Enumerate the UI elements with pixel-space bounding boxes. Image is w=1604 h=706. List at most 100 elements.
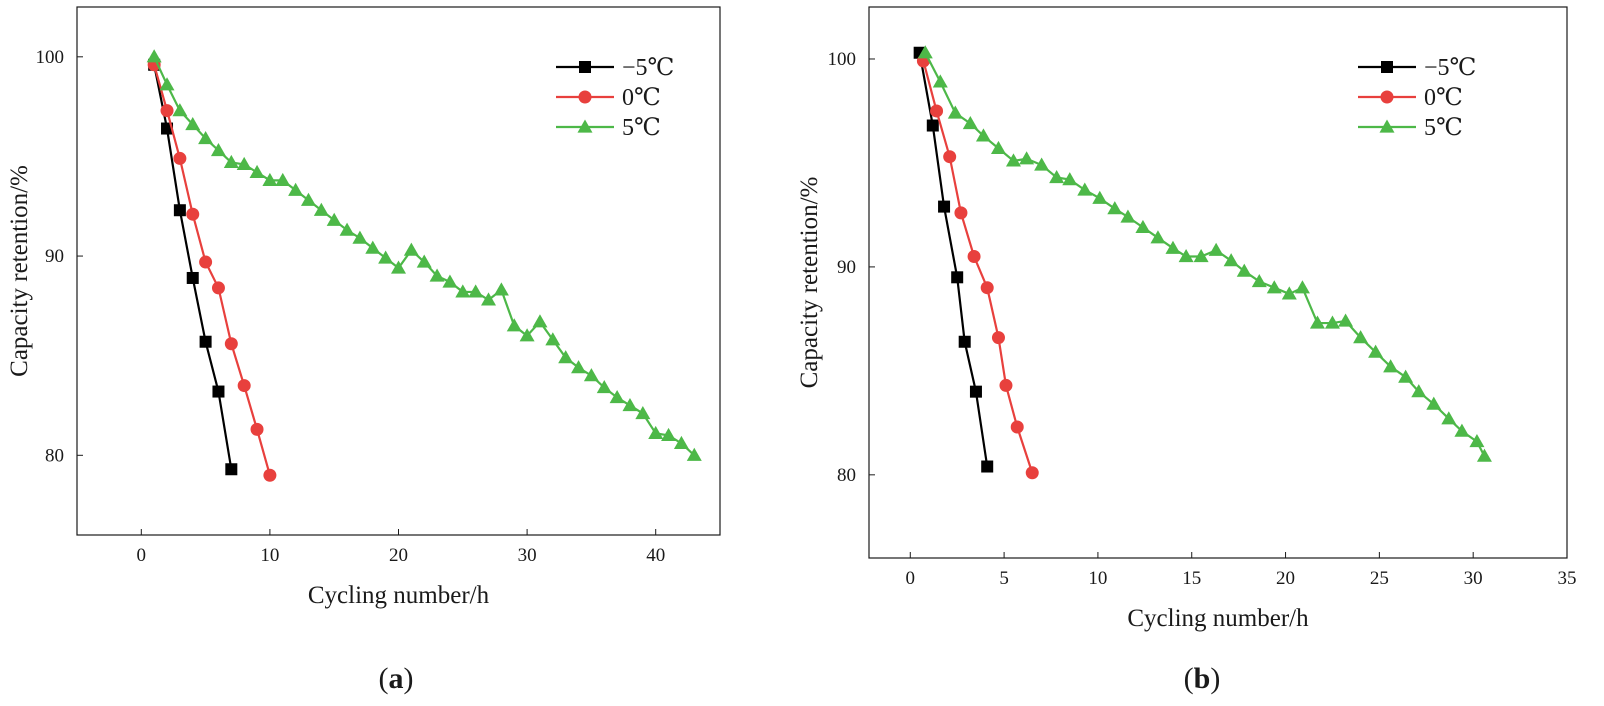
x-tick-label: 10 (260, 545, 279, 566)
data-point (1251, 273, 1267, 288)
data-point (391, 260, 406, 274)
data-point (198, 131, 214, 145)
data-point (1411, 384, 1427, 398)
data-point (236, 156, 252, 171)
data-point (352, 230, 368, 244)
series-line (153, 64, 271, 476)
data-point (225, 463, 238, 476)
data-point (969, 385, 982, 398)
data-point (185, 117, 201, 131)
data-point (493, 282, 509, 296)
data-point (954, 206, 968, 220)
data-point (609, 390, 625, 404)
data-point (1049, 169, 1065, 184)
panel-a: 0 10 20 30 40 80 90 100 Cycling number/h Capacity… (6, 6, 721, 695)
data-point (365, 240, 381, 254)
y-tick-label: 100 (828, 49, 857, 70)
data-point (429, 268, 445, 282)
data-point (416, 254, 432, 268)
data-point (962, 115, 978, 130)
data-point (926, 119, 939, 132)
data-point (975, 128, 991, 142)
data-point (930, 104, 944, 118)
data-point (1426, 396, 1442, 410)
data-point (991, 331, 1005, 345)
y-tick-label: 80 (45, 445, 64, 466)
data-point (1178, 249, 1194, 263)
data-point (146, 49, 162, 63)
x-tick-label: 20 (1276, 568, 1295, 589)
data-point (468, 284, 484, 298)
data-point (981, 460, 994, 473)
data-point (673, 435, 689, 449)
legend-label: 5℃ (1424, 115, 1463, 141)
y-tick-label: 90 (837, 257, 856, 278)
data-point (1120, 209, 1136, 223)
data-point (288, 182, 304, 196)
data-point (1454, 423, 1470, 437)
data-point (263, 468, 277, 482)
data-point (224, 337, 238, 351)
legend: −5℃ 0℃ 5℃ (1358, 55, 1476, 141)
data-point (1353, 330, 1369, 344)
legend-label: 5℃ (622, 115, 661, 141)
legend-marker (577, 119, 593, 133)
data-point (1294, 280, 1310, 294)
y-tick-label: 80 (837, 465, 856, 486)
data-point (1005, 153, 1021, 167)
legend-marker (1381, 61, 1393, 73)
series-line (922, 60, 1034, 474)
data-point (1309, 315, 1325, 329)
panel-b: 0 5 10 15 20 25 30 35 80 90 100 Cycling number/h Cap… (796, 6, 1577, 695)
panel-label: (a) (379, 662, 414, 695)
data-point (173, 151, 187, 165)
data-point (947, 105, 963, 119)
x-tick-label: 5 (999, 568, 1009, 589)
panel-label: (b) (1184, 662, 1221, 695)
legend-marker (579, 61, 591, 73)
data-point (622, 397, 638, 412)
legend-label: 0℃ (622, 85, 661, 111)
data-point (1077, 182, 1093, 196)
y-tick-label: 90 (45, 246, 64, 267)
data-point (339, 222, 355, 236)
data-point (275, 172, 291, 186)
data-point (455, 284, 471, 298)
series-0c (916, 54, 1039, 480)
series-minus5c (913, 46, 994, 473)
data-point (249, 164, 265, 178)
data-point (980, 281, 994, 295)
y-axis-title: Capacity retention/% (796, 177, 823, 389)
data-point (160, 104, 174, 118)
data-point (990, 140, 1006, 155)
data-point (300, 192, 316, 206)
legend-label: −5℃ (1424, 55, 1476, 81)
data-point (250, 422, 264, 436)
data-point (1469, 434, 1485, 448)
data-point (378, 250, 394, 264)
data-point (186, 271, 199, 284)
data-point (199, 255, 213, 269)
data-point (211, 281, 225, 295)
x-tick-label: 20 (389, 545, 408, 566)
data-point (1223, 253, 1239, 267)
x-tick-label: 10 (1088, 568, 1107, 589)
x-tick-label: 35 (1558, 568, 1577, 589)
data-point (481, 292, 497, 306)
data-point (161, 122, 174, 135)
data-point (545, 332, 561, 346)
data-point (558, 350, 574, 364)
data-point (199, 335, 212, 348)
data-point (1019, 151, 1035, 165)
data-point (1266, 280, 1282, 294)
data-point (1236, 263, 1252, 277)
data-point (223, 154, 239, 169)
data-point (686, 447, 702, 461)
data-point (210, 142, 226, 157)
data-point (237, 379, 251, 393)
data-point (958, 335, 971, 348)
data-point (1062, 172, 1078, 186)
series-5c (917, 45, 1492, 462)
data-point (1010, 420, 1024, 434)
